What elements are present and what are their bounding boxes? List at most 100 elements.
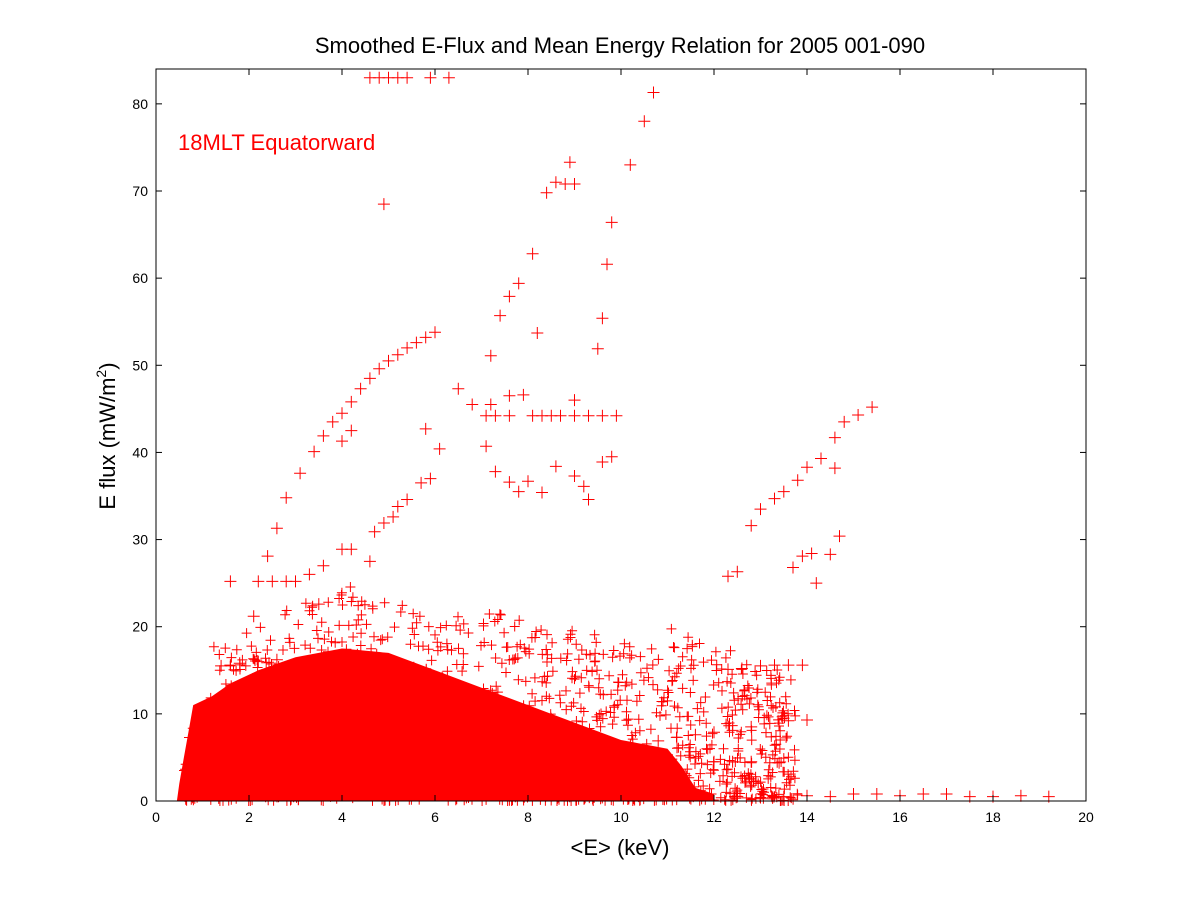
x-tick-label: 16: [892, 809, 908, 825]
data-point: [917, 788, 930, 800]
data-point: [224, 575, 237, 588]
data-point: [870, 788, 883, 800]
data-point: [689, 728, 702, 741]
data-point: [484, 398, 497, 411]
data-point: [647, 86, 660, 99]
data-point: [377, 517, 390, 529]
data-point: [415, 476, 428, 489]
data-point: [494, 309, 507, 322]
data-point: [754, 503, 767, 516]
data-point: [345, 395, 358, 408]
x-tick-label: 6: [431, 809, 439, 825]
data-point: [512, 277, 525, 290]
x-tick-label: 2: [245, 809, 253, 825]
data-point: [317, 559, 330, 572]
data-point: [233, 657, 246, 670]
data-point: [442, 71, 455, 84]
data-point: [731, 565, 744, 578]
data-point: [582, 493, 595, 506]
data-point: [252, 655, 265, 668]
y-tick-label: 0: [140, 793, 148, 809]
data-point: [517, 388, 530, 401]
x-tick-label: 0: [152, 809, 160, 825]
data-point: [522, 475, 534, 488]
data-point: [489, 409, 502, 422]
data-point: [768, 492, 781, 505]
data-point: [345, 424, 358, 437]
y-axis-ticks: 0 10 20 30 40 50 60 70 80: [132, 96, 1086, 809]
data-point: [591, 342, 604, 355]
data-point: [549, 460, 562, 473]
data-point: [489, 465, 502, 478]
y-tick-label: 70: [132, 183, 148, 199]
data-point: [345, 543, 358, 556]
y-tick-label: 60: [132, 270, 148, 286]
data-point: [568, 394, 581, 407]
data-point: [810, 577, 823, 590]
data-point: [526, 247, 539, 260]
y-axis-label-superscript: 2: [93, 370, 109, 378]
data-point: [401, 71, 414, 84]
data-point: [215, 659, 228, 672]
data-point: [289, 575, 302, 588]
data-point: [828, 431, 841, 444]
data-point: [722, 570, 734, 583]
y-tick-label: 20: [132, 619, 148, 635]
data-point: [596, 409, 609, 422]
data-point: [387, 510, 400, 523]
data-point: [833, 530, 846, 543]
data-point: [708, 726, 720, 739]
data-point: [1014, 789, 1027, 802]
data-point: [354, 382, 367, 395]
data-point: [638, 115, 651, 128]
data-point: [549, 176, 562, 189]
data-point: [791, 474, 804, 487]
data-point: [424, 472, 437, 485]
data-point: [605, 216, 618, 229]
data-point: [401, 493, 414, 506]
data-point: [280, 491, 293, 504]
data-point: [763, 717, 776, 730]
y-tick-label: 80: [132, 96, 148, 112]
x-tick-label: 4: [338, 809, 346, 825]
data-point: [866, 401, 879, 414]
data-point: [336, 435, 348, 448]
data-point: [261, 550, 274, 563]
data-point: [368, 525, 381, 538]
data-point: [610, 409, 623, 422]
data-point: [540, 186, 553, 199]
y-tick-label: 30: [132, 532, 148, 548]
data-point: [424, 71, 437, 84]
data-point: [596, 456, 609, 468]
data-point: [852, 409, 865, 421]
data-point: [484, 349, 497, 362]
data-point: [801, 714, 813, 726]
x-tick-label: 12: [706, 809, 722, 825]
x-tick-label: 14: [799, 809, 815, 825]
data-point: [838, 415, 851, 428]
data-point: [722, 663, 734, 676]
data-point: [745, 720, 758, 733]
y-axis-label-close: ): [95, 362, 120, 369]
dense-data-cloud: [176, 582, 803, 806]
region-annotation: 18MLT Equatorward: [178, 130, 375, 155]
data-point: [708, 755, 720, 768]
data-points: [215, 71, 1055, 804]
data-point: [782, 659, 795, 672]
data-point: [429, 326, 441, 339]
chart-title: Smoothed E-Flux and Mean Energy Relation…: [315, 33, 925, 58]
data-point: [294, 467, 307, 480]
data-point: [828, 462, 841, 475]
data-point: [745, 519, 758, 532]
data-point: [940, 788, 953, 800]
data-point: [554, 409, 567, 422]
data-point: [847, 788, 860, 800]
data-point: [815, 452, 827, 465]
data-point: [503, 290, 516, 303]
data-point: [596, 312, 609, 325]
dense-region-markers: [179, 582, 803, 806]
data-point: [391, 500, 404, 513]
data-point: [247, 610, 260, 623]
data-point: [326, 415, 339, 428]
